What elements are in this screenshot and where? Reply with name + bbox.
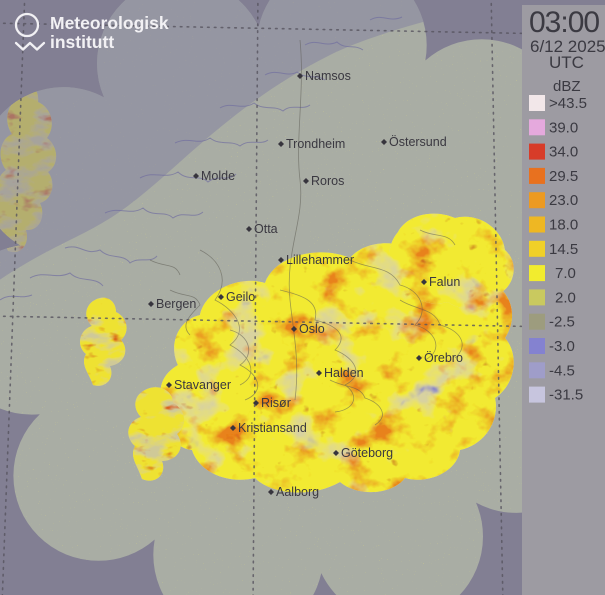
svg-text:2.0: 2.0 [555,289,576,306]
svg-text:34.0: 34.0 [549,144,578,161]
svg-text:-31.5: -31.5 [549,387,583,404]
svg-text:institutt: institutt [50,32,114,52]
svg-text:Risør: Risør [261,396,291,410]
svg-text:39.0: 39.0 [549,119,578,136]
svg-text:29.5: 29.5 [549,168,578,185]
svg-text:>43.5: >43.5 [549,95,587,112]
svg-text:Stavanger: Stavanger [174,378,231,392]
svg-text:23.0: 23.0 [549,192,578,209]
svg-text:Roros: Roros [311,174,344,188]
svg-text:Otta: Otta [254,222,278,236]
svg-text:Namsos: Namsos [305,69,351,83]
svg-text:Trondheim: Trondheim [286,137,345,151]
svg-text:Lillehammer: Lillehammer [286,253,354,267]
svg-text:7.0: 7.0 [555,265,576,282]
svg-text:Kristiansand: Kristiansand [238,421,307,435]
svg-text:-3.0: -3.0 [549,338,575,355]
svg-text:Meteorologisk: Meteorologisk [50,13,169,33]
svg-text:18.0: 18.0 [549,217,578,234]
svg-text:Geilo: Geilo [226,290,255,304]
svg-text:-2.5: -2.5 [549,314,575,331]
svg-text:UTC: UTC [549,53,584,72]
svg-text:Aalborg: Aalborg [276,485,319,499]
svg-text:Oslo: Oslo [299,322,325,336]
svg-text:Östersund: Östersund [389,135,447,149]
svg-text:Bergen: Bergen [156,297,196,311]
svg-text:Molde: Molde [201,169,235,183]
svg-text:03:00: 03:00 [529,6,599,39]
svg-text:Örebro: Örebro [424,351,463,365]
svg-text:dBZ: dBZ [553,78,581,95]
svg-text:Göteborg: Göteborg [341,446,393,460]
svg-text:Halden: Halden [324,366,364,380]
svg-text:14.5: 14.5 [549,241,578,258]
svg-text:Falun: Falun [429,275,460,289]
svg-text:-4.5: -4.5 [549,362,575,379]
